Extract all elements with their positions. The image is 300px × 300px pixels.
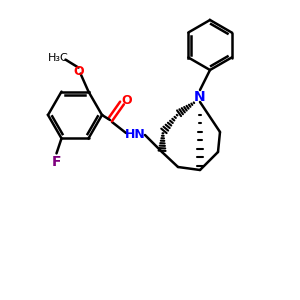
Text: O: O — [122, 94, 132, 107]
Text: F: F — [52, 155, 61, 170]
Text: HN: HN — [124, 128, 146, 142]
Text: N: N — [194, 90, 206, 104]
Text: O: O — [73, 65, 84, 78]
Text: H₃C: H₃C — [48, 52, 69, 63]
